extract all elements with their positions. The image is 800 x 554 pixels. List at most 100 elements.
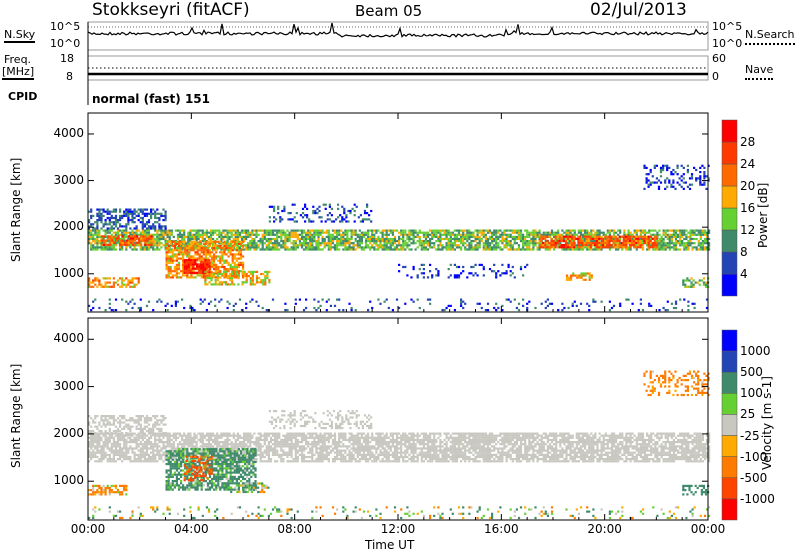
- scatter-cell: [162, 445, 165, 448]
- scatter-cell: [133, 285, 136, 288]
- scatter-cell: [412, 265, 415, 269]
- scatter-cell: [251, 272, 254, 276]
- scatter-cell: [94, 447, 97, 450]
- scatter-cell: [90, 208, 93, 211]
- scatter-cell: [472, 240, 475, 243]
- scatter-cell: [664, 242, 667, 245]
- scatter-cell: [480, 306, 483, 310]
- scatter-cell: [670, 237, 673, 241]
- scatter-cell: [296, 235, 299, 238]
- scatter-cell: [689, 231, 692, 234]
- scatter-cell: [119, 216, 122, 220]
- scatter-cell: [251, 270, 254, 273]
- scatter-cell: [468, 244, 471, 247]
- scatter-cell: [197, 231, 200, 234]
- scatter-cell: [276, 246, 279, 249]
- scatter-cell: [666, 177, 669, 180]
- scatter-cell: [276, 235, 279, 238]
- power-panel-frame: [87, 112, 709, 313]
- scatter-cell: [232, 233, 235, 236]
- scatter-cell: [171, 255, 174, 258]
- scatter-cell: [96, 434, 99, 437]
- scatter-cell: [150, 436, 153, 439]
- scatter-cell: [697, 231, 700, 234]
- scatter-cell: [530, 233, 533, 236]
- scatter-cell: [208, 249, 212, 252]
- scatter-cell: [209, 436, 213, 439]
- scatter-cell: [176, 229, 180, 232]
- scatter-cell: [429, 244, 432, 247]
- scatter-cell: [214, 283, 217, 286]
- scatter-cell: [327, 233, 330, 236]
- scatter-cell: [705, 246, 709, 249]
- scatter-cell: [569, 235, 572, 238]
- scatter-cell: [684, 181, 687, 184]
- scatter-cell: [402, 248, 405, 251]
- scatter-cell: [234, 445, 237, 448]
- scatter-cell: [207, 231, 211, 234]
- scatter-cell: [139, 453, 142, 456]
- scatter-cell: [173, 255, 176, 258]
- scatter-cell: [172, 443, 175, 446]
- scatter-cell: [141, 221, 144, 224]
- scatter-cell: [165, 259, 168, 262]
- scatter-cell: [171, 270, 174, 273]
- scatter-cell: [400, 229, 403, 232]
- scatter-cell: [166, 309, 169, 312]
- scatter-cell: [174, 229, 177, 232]
- scatter-cell: [150, 225, 153, 228]
- scatter-cell: [495, 240, 498, 243]
- scatter-cell: [350, 231, 353, 234]
- scatter-cell: [208, 240, 212, 243]
- scatter-cell: [139, 210, 142, 213]
- scatter-cell: [96, 277, 99, 280]
- scatter-cell: [139, 460, 142, 463]
- scatter-cell: [358, 237, 361, 241]
- scatter-cell: [199, 441, 202, 444]
- scatter-cell: [703, 240, 707, 243]
- scatter-cell: [639, 244, 642, 247]
- scatter-cell: [162, 443, 165, 446]
- scatter-cell: [360, 231, 363, 234]
- scatter-cell: [325, 229, 328, 232]
- scatter-cell: [150, 455, 153, 459]
- scatter-cell: [451, 237, 454, 241]
- scatter-cell: [315, 233, 318, 236]
- scatter-cell: [501, 304, 504, 307]
- scatter-cell: [276, 231, 279, 234]
- scatter-cell: [668, 229, 671, 232]
- scatter-cell: [507, 298, 510, 301]
- scatter-cell: [571, 304, 574, 307]
- scatter-cell: [509, 270, 512, 273]
- scatter-cell: [624, 239, 627, 242]
- scatter-cell: [188, 276, 191, 279]
- scatter-cell: [183, 434, 186, 437]
- scatter-cell: [320, 220, 323, 223]
- scatter-cell: [204, 253, 207, 256]
- scatter-cell: [532, 248, 535, 251]
- scatter-cell: [127, 432, 130, 435]
- scatter-cell: [600, 237, 603, 240]
- scatter-cell: [116, 231, 120, 234]
- scatter-cell: [660, 235, 663, 238]
- scatter-cell: [431, 229, 434, 232]
- scatter-cell: [218, 233, 221, 236]
- scatter-cell: [204, 251, 207, 254]
- scatter-cell: [495, 233, 498, 236]
- scatter-cell: [571, 244, 574, 247]
- scatter-cell: [214, 441, 217, 444]
- scatter-cell: [281, 209, 284, 213]
- scatter-cell: [116, 233, 120, 236]
- scatter-cell: [96, 225, 99, 228]
- scatter-cell: [664, 231, 667, 234]
- scatter-cell: [274, 244, 277, 247]
- scatter-cell: [119, 285, 122, 288]
- scatter-cell: [701, 246, 704, 249]
- scatter-cell: [112, 436, 115, 439]
- scatter-cell: [445, 246, 448, 249]
- scatter-cell: [395, 248, 399, 251]
- scatter-cell: [513, 276, 516, 279]
- scatter-cell: [658, 246, 661, 249]
- scatter-cell: [538, 235, 541, 238]
- scatter-cell: [175, 265, 178, 269]
